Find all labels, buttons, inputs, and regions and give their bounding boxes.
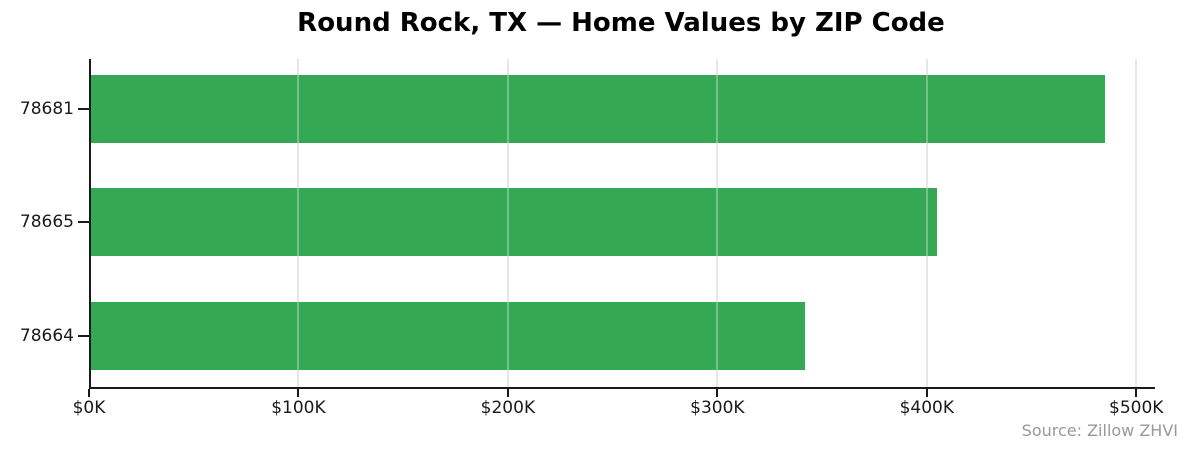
x-tick-mark (925, 389, 928, 397)
y-tick-mark (78, 221, 89, 224)
x-tick-label: $200K (480, 398, 536, 418)
x-tick-mark (88, 389, 90, 397)
plot-area: $0K $100K $200K $300K $400K $500K 78681 78665 78… (20, 59, 1164, 418)
x-tick-label: $400K (899, 398, 954, 418)
gridline-overlay (297, 59, 300, 388)
gridline (1135, 59, 1138, 388)
axis-ticks-layer: $0K $100K $200K $300K $400K $500K 78681 78665 78… (20, 59, 1164, 418)
x-tick-label: $0K (72, 398, 106, 418)
y-tick-mark (78, 334, 89, 337)
gridline-overlay (716, 59, 719, 388)
x-tick-mark (297, 389, 300, 397)
bar-78681 (89, 75, 1105, 143)
gridline-overlay (925, 59, 928, 388)
x-tick-mark (716, 389, 719, 397)
x-tick-label: $100K (271, 398, 326, 418)
bar-78665 (89, 188, 938, 257)
x-tick-label: $500K (1109, 398, 1164, 418)
x-tick-label: $300K (690, 398, 745, 418)
bar-78664 (89, 301, 806, 370)
bars-layer (89, 59, 1153, 388)
gridline-overlay (1135, 59, 1138, 388)
source-note: Source: Zillow ZHVI (1021, 421, 1178, 440)
y-tick-label: 78681 (19, 99, 74, 119)
y-tick-label: 78665 (19, 212, 74, 233)
x-axis-line (89, 387, 1155, 389)
y-tick-mark (78, 108, 89, 110)
x-tick-mark (506, 389, 509, 397)
y-axis-line (89, 59, 91, 389)
gridline-overlay (506, 59, 509, 388)
x-tick-mark (1135, 389, 1138, 397)
y-tick-label: 78664 (19, 325, 74, 346)
chart-title: Round Rock, TX — Home Values by ZIP Code (297, 8, 945, 38)
gridlines-over-layer (89, 59, 1153, 388)
